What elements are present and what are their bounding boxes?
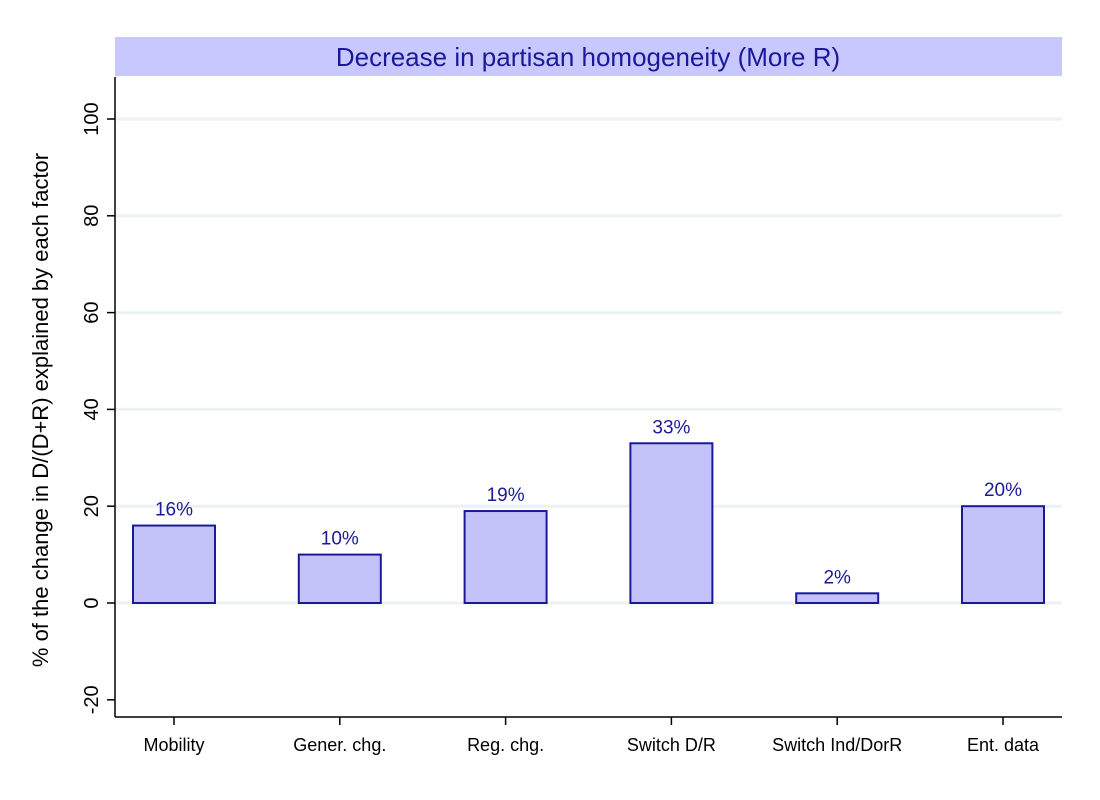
chart-title: Decrease in partisan homogeneity (More R…: [336, 42, 840, 72]
bar: [297, 553, 382, 604]
gridlines: [116, 117, 1062, 605]
x-tick-label: Switch D/R: [627, 735, 716, 755]
data-label: 19%: [487, 485, 525, 506]
bar: [961, 505, 1045, 605]
y-tick-label: -20: [81, 685, 103, 714]
y-tick-label: 0: [81, 597, 103, 608]
bar: [795, 592, 880, 605]
y-axis-ticks: -20 0 20 40 60 80 100: [81, 102, 115, 714]
y-tick-label: 100: [81, 102, 103, 135]
x-tick-label: Mobility: [143, 735, 204, 755]
x-tick-label: Ent. data: [967, 735, 1040, 755]
bar: [629, 442, 714, 604]
data-label: 20%: [984, 480, 1022, 501]
x-tick-label: Switch Ind/DorR: [772, 735, 902, 755]
data-label: 33%: [652, 417, 690, 438]
y-tick-label: 60: [81, 301, 103, 323]
bar: [463, 510, 548, 605]
x-tick-label: Gener. chg.: [293, 735, 386, 755]
data-label: 16%: [155, 500, 193, 521]
data-label: 10%: [321, 529, 359, 550]
bars: [132, 442, 1045, 605]
x-tick-label: Reg. chg.: [467, 735, 544, 755]
y-tick-label: 80: [81, 205, 103, 227]
data-labels: 16% 10% 19% 33% 2% 20%: [155, 417, 1022, 588]
y-tick-label: 20: [81, 495, 103, 517]
y-tick-label: 40: [81, 398, 103, 420]
data-label: 2%: [823, 567, 851, 588]
chart-title-band: [115, 37, 1062, 76]
bar: [132, 524, 216, 604]
y-axis-label: % of the change in D/(D+R) explained by …: [28, 153, 53, 667]
x-axis-ticks: Mobility Gener. chg. Reg. chg. Switch D/R Sw…: [143, 717, 1040, 755]
